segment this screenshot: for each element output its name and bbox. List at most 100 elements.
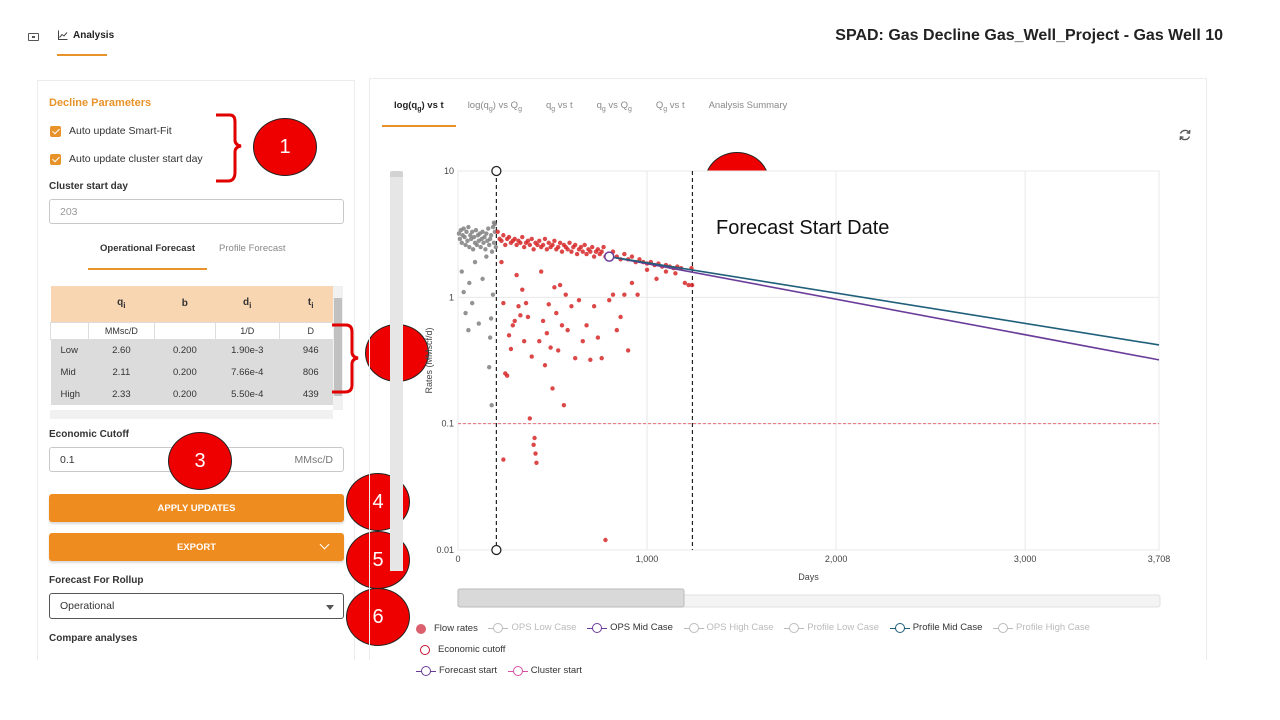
legend-label: Profile High Case <box>1016 622 1090 633</box>
tab-qg-vs-t[interactable]: qg vs t <box>545 100 573 113</box>
data-point-grey <box>464 229 469 235</box>
table-cell[interactable]: 0.200 <box>154 361 216 383</box>
rollup-selected-value: Operational <box>60 600 115 612</box>
data-point-flow <box>499 238 504 244</box>
data-point-flow <box>580 338 585 344</box>
tab-profile-forecast[interactable]: Profile Forecast <box>219 243 286 254</box>
tab-operational-forecast[interactable]: Operational Forecast <box>88 241 208 270</box>
table-cell[interactable]: 1.90e-3 <box>215 339 279 361</box>
unit-cell: 1/D <box>215 321 280 340</box>
legend-ops-high[interactable]: OPS High Case <box>683 619 774 637</box>
checkbox-auto-cluster[interactable]: Auto update cluster start day <box>50 153 203 165</box>
legend-cluster-start[interactable]: Cluster start <box>507 662 582 680</box>
table-cell[interactable]: 0.200 <box>154 339 216 361</box>
table-horizontal-scrollbar[interactable] <box>50 410 333 419</box>
tab-log-qg-vs-Qg[interactable]: log(qg) vs Qg <box>467 100 522 113</box>
x-tick-label: 3,000 <box>1014 554 1037 564</box>
line-chart-icon <box>58 30 68 40</box>
legend-line-icon <box>993 622 1014 634</box>
checkbox-checked-icon[interactable] <box>50 153 61 165</box>
callout-badge-6: 6 <box>346 588 410 646</box>
data-point-flow <box>567 240 572 246</box>
data-point-flow <box>537 338 542 344</box>
apply-updates-button[interactable]: APPLY UPDATES <box>49 494 344 522</box>
data-point-grey <box>487 236 493 242</box>
legend-ops-low[interactable]: OPS Low Case <box>488 619 576 637</box>
table-row-low[interactable]: Low 2.60 0.200 1.90e-3 946 <box>50 339 343 361</box>
checkbox-checked-icon[interactable] <box>50 125 61 137</box>
data-point-flow <box>529 236 534 242</box>
legend-forecast-start[interactable]: Forecast start <box>416 662 497 680</box>
y-tick-label: 10 <box>444 166 454 176</box>
cluster-start-input[interactable]: 203 <box>49 199 344 224</box>
data-point-grey <box>461 289 466 295</box>
tab-analysis[interactable]: Analysis <box>57 30 114 56</box>
data-point-grey <box>489 249 495 254</box>
export-button[interactable]: EXPORT <box>49 533 344 561</box>
table-cell[interactable]: 439 <box>279 383 343 405</box>
data-point-grey <box>462 234 467 240</box>
data-point-flow <box>499 259 504 265</box>
data-point-flow <box>516 304 521 309</box>
data-point-flow <box>557 240 563 246</box>
table-row-high[interactable]: High 2.33 0.200 5.50e-4 439 <box>50 383 343 405</box>
callout-badge-3: 3 <box>168 432 232 490</box>
data-point-flow <box>590 244 595 250</box>
table-cell[interactable]: 806 <box>279 361 343 383</box>
data-point-flow <box>518 240 523 246</box>
table-cell[interactable]: 2.33 <box>88 383 155 405</box>
chart-zoom-slider-vertical[interactable] <box>390 171 403 571</box>
table-vertical-scrollbar[interactable] <box>333 286 343 410</box>
table-cell[interactable]: 2.11 <box>88 361 155 383</box>
tab-qg-vs-Qg[interactable]: qg vs Qg <box>596 100 632 113</box>
chart-zoom-window[interactable] <box>457 588 685 608</box>
tab-Qg-vs-t[interactable]: Qg vs t <box>655 100 685 113</box>
table-cell[interactable]: 0.200 <box>154 383 216 405</box>
forecast-anchor-marker[interactable] <box>603 251 615 262</box>
data-point-flow <box>514 272 519 278</box>
data-point-grey <box>480 229 485 235</box>
data-point-flow <box>644 267 650 273</box>
legend-flow-rates[interactable]: Flow rates <box>416 620 478 638</box>
table-cell[interactable]: 5.50e-4 <box>215 383 279 405</box>
cluster-start-handle-bottom[interactable] <box>491 544 502 556</box>
tab-analysis-label: Analysis <box>73 30 115 41</box>
checkbox-auto-smartfit[interactable]: Auto update Smart-Fit <box>50 125 172 137</box>
table-cell[interactable]: 7.66e-4 <box>215 361 279 383</box>
panel-toggle-icon[interactable] <box>28 33 39 41</box>
legend-label: OPS High Case <box>706 622 774 633</box>
data-point-flow <box>686 282 691 288</box>
data-point-grey <box>474 242 480 248</box>
data-point-flow <box>601 244 606 250</box>
table-row-mid[interactable]: Mid 2.11 0.200 7.66e-4 806 <box>50 361 343 383</box>
data-point-grey <box>483 247 488 252</box>
refresh-icon[interactable] <box>1178 128 1192 142</box>
rollup-select[interactable]: Operational <box>49 593 344 619</box>
legend-economic-cutoff[interactable]: Economic cutoff <box>416 641 505 659</box>
legend-profile-high[interactable]: Profile High Case <box>993 619 1090 637</box>
table-cell[interactable]: 2.60 <box>88 339 155 361</box>
data-point-flow <box>555 348 561 353</box>
legend-label: Forecast start <box>439 665 498 676</box>
legend-ops-mid[interactable]: OPS Mid Case <box>587 619 673 637</box>
data-point-grey <box>472 259 478 265</box>
data-point-flow <box>573 242 578 248</box>
forecast-line-profile-mid <box>609 255 1160 346</box>
page-title: SPAD: Gas Decline Gas_Well_Project - Gas… <box>835 27 1223 44</box>
decline-chart[interactable]: 10 1 0.1 0.010 1,000 2,000 3,000 3,708 Days Rates… <box>370 79 1208 619</box>
legend-profile-low[interactable]: Profile Low Case <box>784 619 879 637</box>
cluster-start-handle-top[interactable] <box>491 165 502 177</box>
data-point-flow <box>663 269 669 274</box>
table-header-di: di <box>215 286 279 322</box>
checkbox-label: Auto update Smart-Fit <box>69 125 172 137</box>
data-point-grey <box>488 316 494 321</box>
table-cell[interactable]: 946 <box>279 339 343 361</box>
tab-log-qg-vs-t[interactable]: log(qg) vs t <box>382 98 456 127</box>
legend-profile-mid[interactable]: Profile Mid Case <box>889 619 982 637</box>
data-point-flow <box>561 403 567 408</box>
data-point-grey <box>476 321 481 326</box>
tab-analysis-summary[interactable]: Analysis Summary <box>708 100 788 111</box>
scrollbar-thumb[interactable] <box>334 298 342 396</box>
data-point-flow <box>599 249 604 254</box>
x-tick-label: 1,000 <box>636 554 659 564</box>
